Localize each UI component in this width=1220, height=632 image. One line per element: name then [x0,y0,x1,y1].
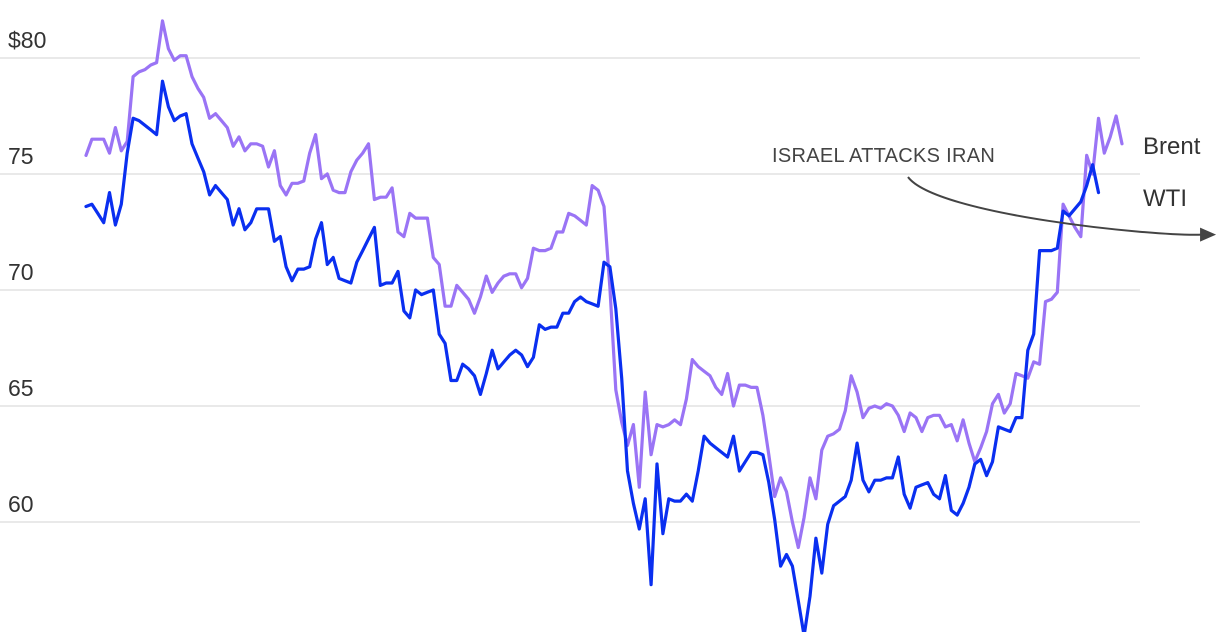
y-tick-label: 65 [8,375,34,401]
series-labels: Brent WTI [1143,133,1201,212]
y-tick-label: $80 [8,27,46,53]
annotation-arrow [907,176,1203,236]
annotation-text: ISRAEL ATTACKS IRAN [772,145,995,167]
y-tick-label: 70 [8,259,34,285]
series-line-brent [84,19,1124,550]
annotation: ISRAEL ATTACKS IRAN [772,145,1217,242]
y-axis-tick-labels: $80 75 70 65 60 [8,27,46,517]
y-tick-label: 75 [8,143,34,169]
series-label-brent: Brent [1143,133,1201,160]
series-lines [84,19,1124,632]
y-tick-label: 60 [8,491,34,517]
series-line-wti [84,79,1101,632]
annotation-arrowhead [1200,227,1217,242]
gridlines [0,57,1140,523]
series-label-wti: WTI [1143,185,1187,212]
